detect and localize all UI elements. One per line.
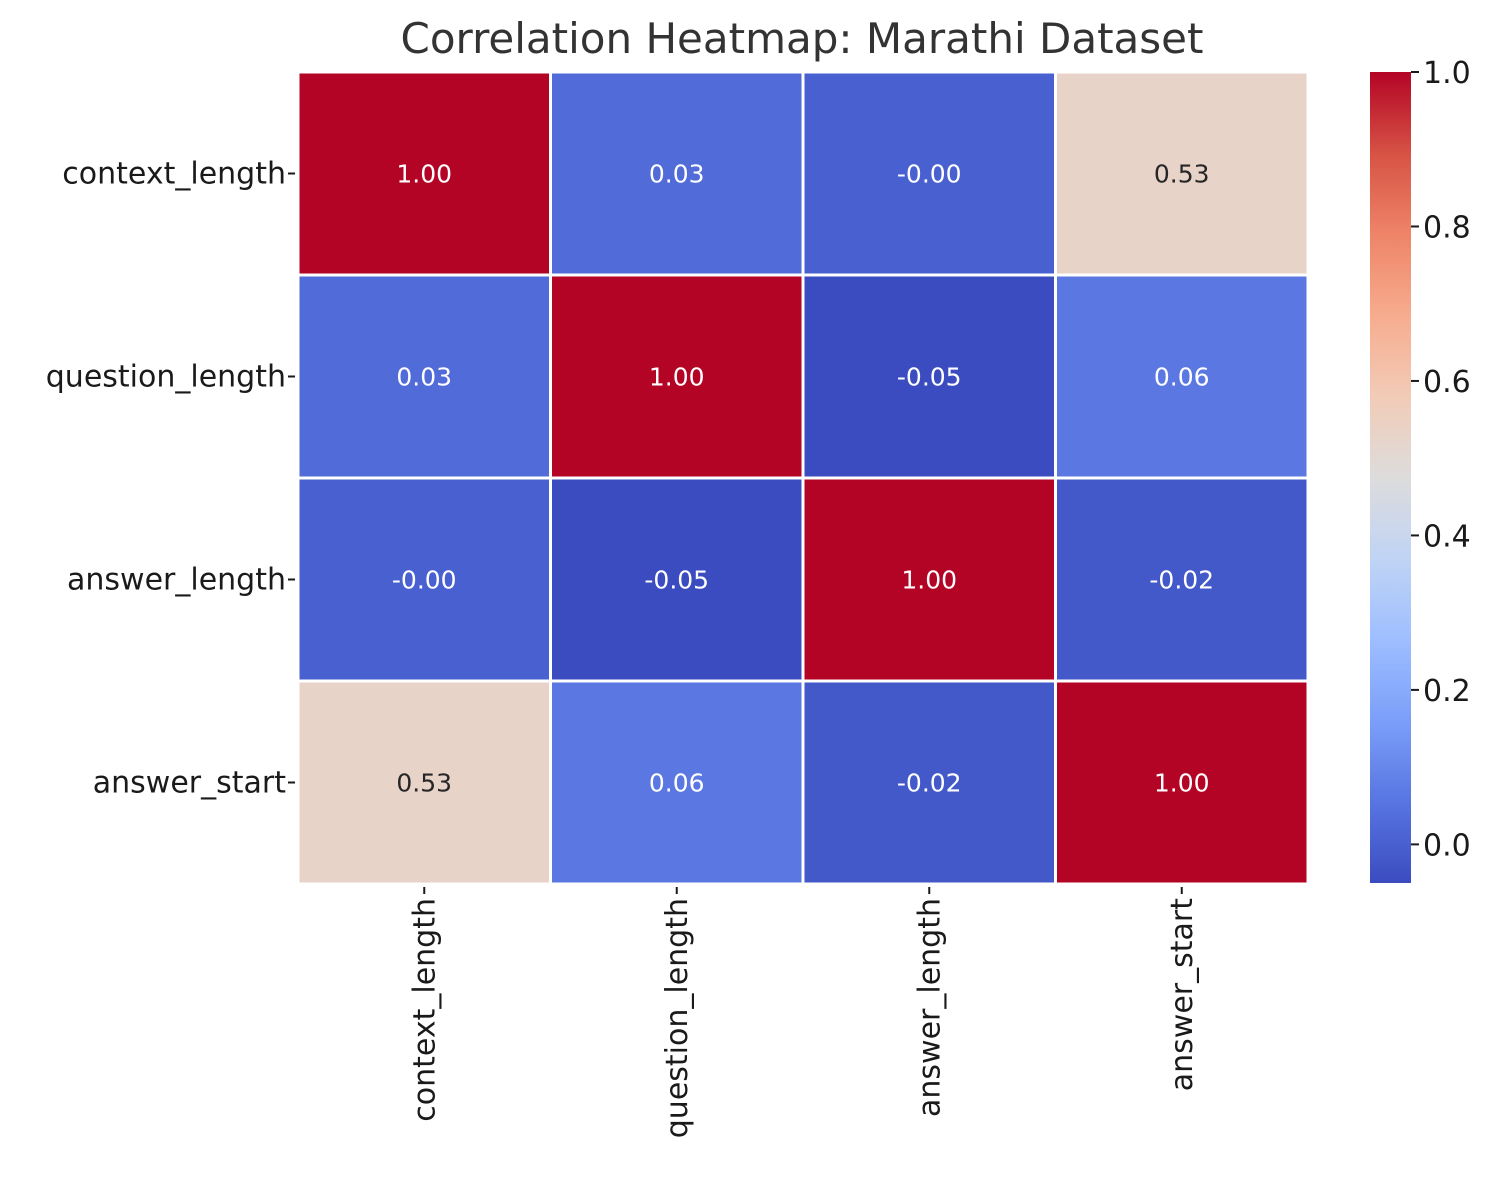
colorbar-tick-label-0: 0.0 — [1423, 828, 1471, 863]
heatmap-cell-r0-c1 — [549, 70, 805, 277]
cell-value-label-r3-c3: 1.00 — [1154, 769, 1210, 798]
colorbar: 0.0 0.2 0.4 0.6 0.8 1.0 — [1370, 56, 1471, 883]
cell-value-label-r0-c2: -0.00 — [897, 160, 962, 189]
y-axis: context_length question_length answer_leng… — [46, 157, 295, 801]
colorbar-tick-label-3: 0.6 — [1423, 365, 1471, 400]
heatmap-cell-r3-c3 — [1054, 679, 1310, 886]
cell-value-label-r3-c1: 0.06 — [649, 769, 705, 798]
heatmap-cell-r1-c3 — [1054, 273, 1310, 480]
cell-value-label-r1-c3: 0.06 — [1154, 363, 1210, 392]
cell-value-label-r2-c2: 1.00 — [901, 566, 957, 595]
x-axis: context_length question_length answer_leng… — [407, 887, 1200, 1138]
heatmap-cell-labels: 1.00 0.03 -0.00 0.53 0.03 1.00 -0.05 0.06 -0.00 -… — [392, 160, 1214, 798]
colorbar-gradient — [1370, 72, 1411, 883]
heatmap-cell-r2-c3 — [1054, 476, 1310, 683]
chart-title: Correlation Heatmap: Marathi Dataset — [401, 14, 1204, 63]
colorbar-tick-label-2: 0.4 — [1423, 519, 1471, 554]
heatmap-cell-r1-c1 — [549, 273, 805, 480]
y-tick-label-answer_start: answer_start — [93, 766, 286, 801]
cell-value-label-r3-c0: 0.53 — [396, 769, 452, 798]
cell-value-label-r2-c1: -0.05 — [644, 566, 709, 595]
x-tick-label-question_length: question_length — [660, 898, 695, 1138]
cell-value-label-r3-c2: -0.02 — [897, 769, 962, 798]
heatmap-cell-r0-c3 — [1054, 70, 1310, 277]
heatmap-cell-r0-c0 — [296, 70, 552, 277]
cell-value-label-r0-c3: 0.53 — [1154, 160, 1210, 189]
colorbar-tick-label-5: 1.0 — [1423, 56, 1471, 91]
x-tick-label-context_length: context_length — [407, 898, 442, 1122]
heatmap-cell-r0-c2 — [801, 70, 1057, 277]
cell-value-label-r1-c0: 0.03 — [396, 363, 452, 392]
y-tick-label-context_length: context_length — [62, 157, 286, 192]
heatmap-cell-r2-c1 — [549, 476, 805, 683]
cell-value-label-r1-c1: 1.00 — [649, 363, 705, 392]
y-tick-label-answer_length: answer_length — [67, 563, 286, 598]
x-tick-label-answer_length: answer_length — [912, 898, 947, 1117]
heatmap-cell-r3-c1 — [549, 679, 805, 886]
x-tick-label-answer_start: answer_start — [1165, 898, 1200, 1091]
colorbar-tick-label-4: 0.8 — [1423, 210, 1471, 245]
cell-value-label-r0-c0: 1.00 — [396, 160, 452, 189]
cell-value-label-r0-c1: 0.03 — [649, 160, 705, 189]
cell-value-label-r1-c2: -0.05 — [897, 363, 962, 392]
colorbar-ticks: 0.0 0.2 0.4 0.6 0.8 1.0 — [1411, 56, 1471, 863]
heatmap-cells — [296, 70, 1310, 886]
cell-value-label-r2-c0: -0.00 — [392, 566, 457, 595]
y-tick-label-question_length: question_length — [46, 360, 286, 395]
cell-value-label-r2-c3: -0.02 — [1149, 566, 1214, 595]
heatmap-cell-r1-c0 — [296, 273, 552, 480]
heatmap-cell-r3-c0 — [296, 679, 552, 886]
colorbar-tick-label-1: 0.2 — [1423, 674, 1471, 709]
